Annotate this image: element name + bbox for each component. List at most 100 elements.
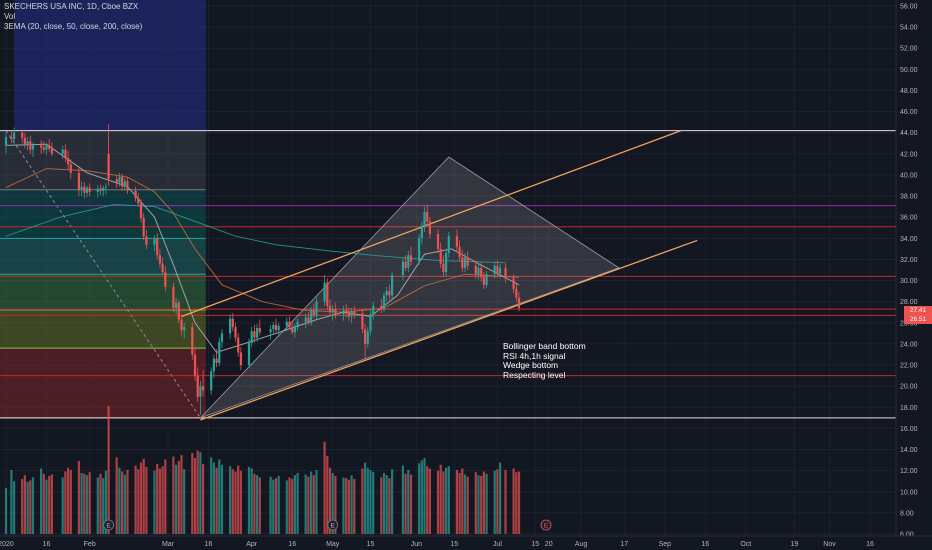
volume-label: Vol [4,12,16,21]
candle-body [461,257,464,268]
candle-body [380,305,383,310]
volume-bar [48,475,51,534]
volume-bar [428,468,431,534]
candle-body [253,331,256,338]
candle-body [372,305,375,315]
volume-bar [291,478,294,534]
volume-bar [26,481,29,534]
fib-zone [0,348,206,418]
volume-bar [326,455,329,534]
volume-bar [229,466,232,534]
volume-bar [29,480,32,534]
candle-body [515,289,518,298]
candle-body [234,327,237,338]
candle-body [499,267,502,274]
candle-body [256,328,259,338]
candle-body [45,145,48,150]
candle-body [504,267,507,279]
y-tick-label: 34.00 [900,236,918,243]
candle-body [67,158,70,165]
volume-bar [118,467,121,534]
y-tick-label: 24.00 [900,341,918,348]
candle-body [407,255,410,268]
volume-bar [247,467,251,534]
candle-body [428,221,431,235]
candle-body [401,261,404,276]
x-tick-label: Nov [823,541,836,548]
candle-body [180,319,183,331]
candle-body [312,310,315,316]
x-tick-label: Jun [411,541,422,548]
x-tick-label: Oct [740,541,751,548]
candle-body [366,331,369,344]
y-tick-label: 20.00 [900,384,918,391]
candle-body [48,145,51,149]
volume-bar [239,470,242,534]
volume-bar [436,470,440,534]
volume-bar [61,477,64,534]
volume-bar [361,468,364,534]
x-tick-label: 20 [545,541,553,548]
volume-bar [366,467,369,534]
y-tick-label: 14.00 [900,447,918,454]
candle-body [218,341,221,363]
candle-body [21,132,24,138]
volume-bar [426,466,429,534]
volume-bar [234,471,237,534]
volume-bar [175,464,178,534]
volume-bar [466,476,469,534]
x-tick-label: 16 [701,541,709,548]
volume-bar [180,455,183,534]
y-tick-label: 28.00 [900,299,918,306]
volume-bar [42,473,45,534]
candle-body [423,211,426,226]
candle-body [304,317,307,322]
candle-body [121,177,124,187]
volume-bar [485,473,488,534]
candle-body [126,181,129,191]
candle-body [175,302,178,309]
y-tick-label: 50.00 [900,67,918,74]
candle-body [183,327,186,331]
volume-bar [274,478,278,534]
volume-bar [331,472,334,534]
candle-body [115,179,118,183]
volume-bar [277,475,280,534]
x-tick-label: Feb [84,541,96,548]
candle-body [347,312,350,317]
fib-diagonal-line [5,130,201,419]
volume-bar [13,481,16,534]
candle-body [285,321,288,326]
volume-bar [477,475,480,534]
volume-bar [272,479,275,534]
candle-body [385,291,388,296]
x-tick-label: 16 [43,541,51,548]
x-tick-label: 2020 [0,541,14,548]
volume-bar [461,468,464,534]
volume-bar [256,475,259,534]
y-axis-panel [896,0,932,550]
volume-bar [80,472,83,534]
candle-body [388,291,391,296]
candle-body [328,305,332,313]
volume-bar [517,471,521,534]
volume-bar [423,458,426,534]
volume-bar [220,464,224,534]
candle-body [277,325,280,331]
y-tick-label: 56.00 [900,4,918,11]
ema-label: 3EMA (20, close, 50, close, 200, close) [4,22,143,31]
wedge-trendline [200,239,698,421]
candle-body [10,136,13,140]
ema-20-line [5,143,520,353]
candle-body [80,186,83,190]
candle-body [23,138,26,145]
candle-body [88,187,91,192]
volume-bar [193,458,197,534]
x-tick-label: 16 [205,541,213,548]
candle-body [118,177,121,183]
annotation-line-3: Wedge bottom [503,360,559,370]
candle-body [350,311,353,317]
x-tick-label: 16 [288,541,296,548]
volume-bar [202,464,205,534]
